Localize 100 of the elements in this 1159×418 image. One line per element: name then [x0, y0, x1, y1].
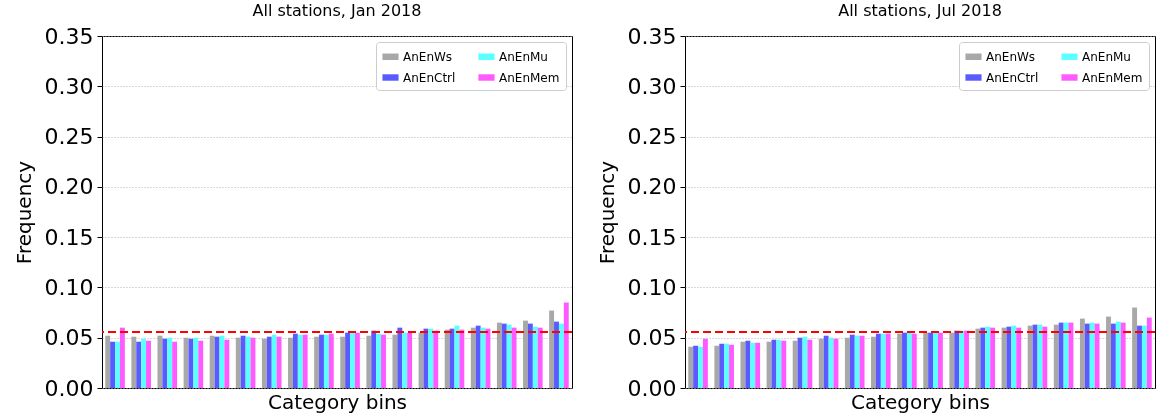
bar	[771, 339, 777, 388]
y-tick-label: 0.35	[627, 23, 677, 49]
legend-label: AnEnMem	[1082, 70, 1143, 85]
bar	[1115, 321, 1121, 388]
bar	[480, 327, 486, 388]
bar	[136, 341, 142, 388]
bar	[345, 332, 351, 388]
bar	[1058, 322, 1064, 388]
bar	[880, 333, 886, 388]
bar	[350, 332, 355, 388]
y-tick-label: 0.35	[44, 23, 94, 49]
bar	[693, 345, 699, 388]
legend-label: AnEnWs	[986, 49, 1036, 64]
bar	[475, 325, 481, 388]
bar	[985, 326, 991, 388]
bar	[1094, 323, 1100, 388]
y-axis-title: Frequency	[11, 160, 36, 265]
y-tick-label: 0.05	[627, 325, 677, 351]
bar	[781, 340, 787, 388]
bar	[554, 321, 559, 388]
bar	[1110, 323, 1116, 388]
bar	[402, 332, 408, 388]
bar	[449, 328, 455, 388]
bar	[755, 342, 761, 388]
bar	[885, 333, 891, 388]
bar	[1011, 325, 1017, 388]
bar	[776, 339, 782, 388]
y-tick-label: 0.05	[44, 325, 94, 351]
bar	[1141, 325, 1147, 388]
bar	[115, 341, 120, 388]
bar	[928, 332, 934, 388]
bar	[527, 323, 533, 388]
bar	[750, 342, 756, 388]
bar	[964, 330, 969, 388]
bar	[859, 335, 865, 388]
bar	[245, 336, 251, 388]
bar	[828, 337, 834, 388]
bar	[240, 335, 246, 388]
bar	[172, 341, 178, 388]
legend-label: AnEnMem	[499, 70, 560, 85]
legend-label: AnEnCtrl	[986, 70, 1039, 85]
legend-label: AnEnCtrl	[403, 70, 456, 85]
y-tick-label: 0.10	[44, 274, 94, 300]
bar	[954, 330, 960, 388]
bar	[328, 333, 334, 388]
y-tick-label: 0.25	[627, 124, 677, 150]
bar	[745, 340, 751, 388]
bar	[854, 335, 860, 388]
bar	[537, 327, 543, 388]
y-tick-label: 0.30	[44, 73, 94, 99]
y-tick-label: 0.25	[44, 124, 94, 150]
bar	[397, 327, 403, 388]
bar	[214, 336, 220, 388]
bar	[407, 332, 413, 388]
bar	[902, 332, 907, 388]
bar	[110, 341, 116, 388]
bar	[276, 336, 282, 388]
bar	[937, 332, 943, 388]
x-axis-title: Category bins	[850, 389, 991, 414]
bar	[797, 337, 803, 388]
bar	[823, 335, 829, 388]
bar	[1120, 322, 1126, 388]
bar	[1084, 323, 1090, 388]
bar	[354, 332, 360, 388]
legend-label: AnEnMu	[1082, 49, 1131, 64]
y-tick-label: 0.10	[627, 274, 677, 300]
bar	[1006, 326, 1012, 388]
bar	[1032, 324, 1038, 388]
bar	[719, 343, 725, 388]
bar	[459, 329, 465, 388]
y-tick-label: 0.20	[627, 174, 677, 200]
bar	[141, 338, 147, 388]
bar	[906, 332, 912, 388]
legend-label: AnEnMu	[499, 49, 548, 64]
bar	[119, 327, 125, 388]
bar	[911, 333, 917, 388]
bar	[146, 340, 151, 388]
bar	[193, 337, 199, 388]
bar	[224, 339, 230, 388]
bar	[532, 326, 538, 388]
bar	[807, 339, 813, 388]
bar	[319, 334, 324, 388]
bar	[266, 336, 272, 388]
bar	[563, 302, 569, 388]
y-tick-label: 0.15	[627, 224, 677, 250]
y-tick-label: 0.15	[44, 224, 94, 250]
bar	[501, 323, 507, 388]
bar	[271, 334, 277, 388]
bar	[933, 332, 938, 388]
bar	[1063, 322, 1069, 388]
y-tick-label: 0.00	[44, 375, 94, 401]
bar	[433, 330, 439, 388]
x-axis-title: Category bins	[267, 389, 408, 414]
legend-label: AnEnWs	[403, 49, 453, 64]
bar	[188, 338, 194, 388]
bar	[1042, 326, 1048, 388]
bar	[323, 334, 329, 388]
bar	[1089, 322, 1095, 388]
chart-title: All stations, Jul 2018	[838, 1, 1002, 20]
bar	[724, 343, 730, 388]
